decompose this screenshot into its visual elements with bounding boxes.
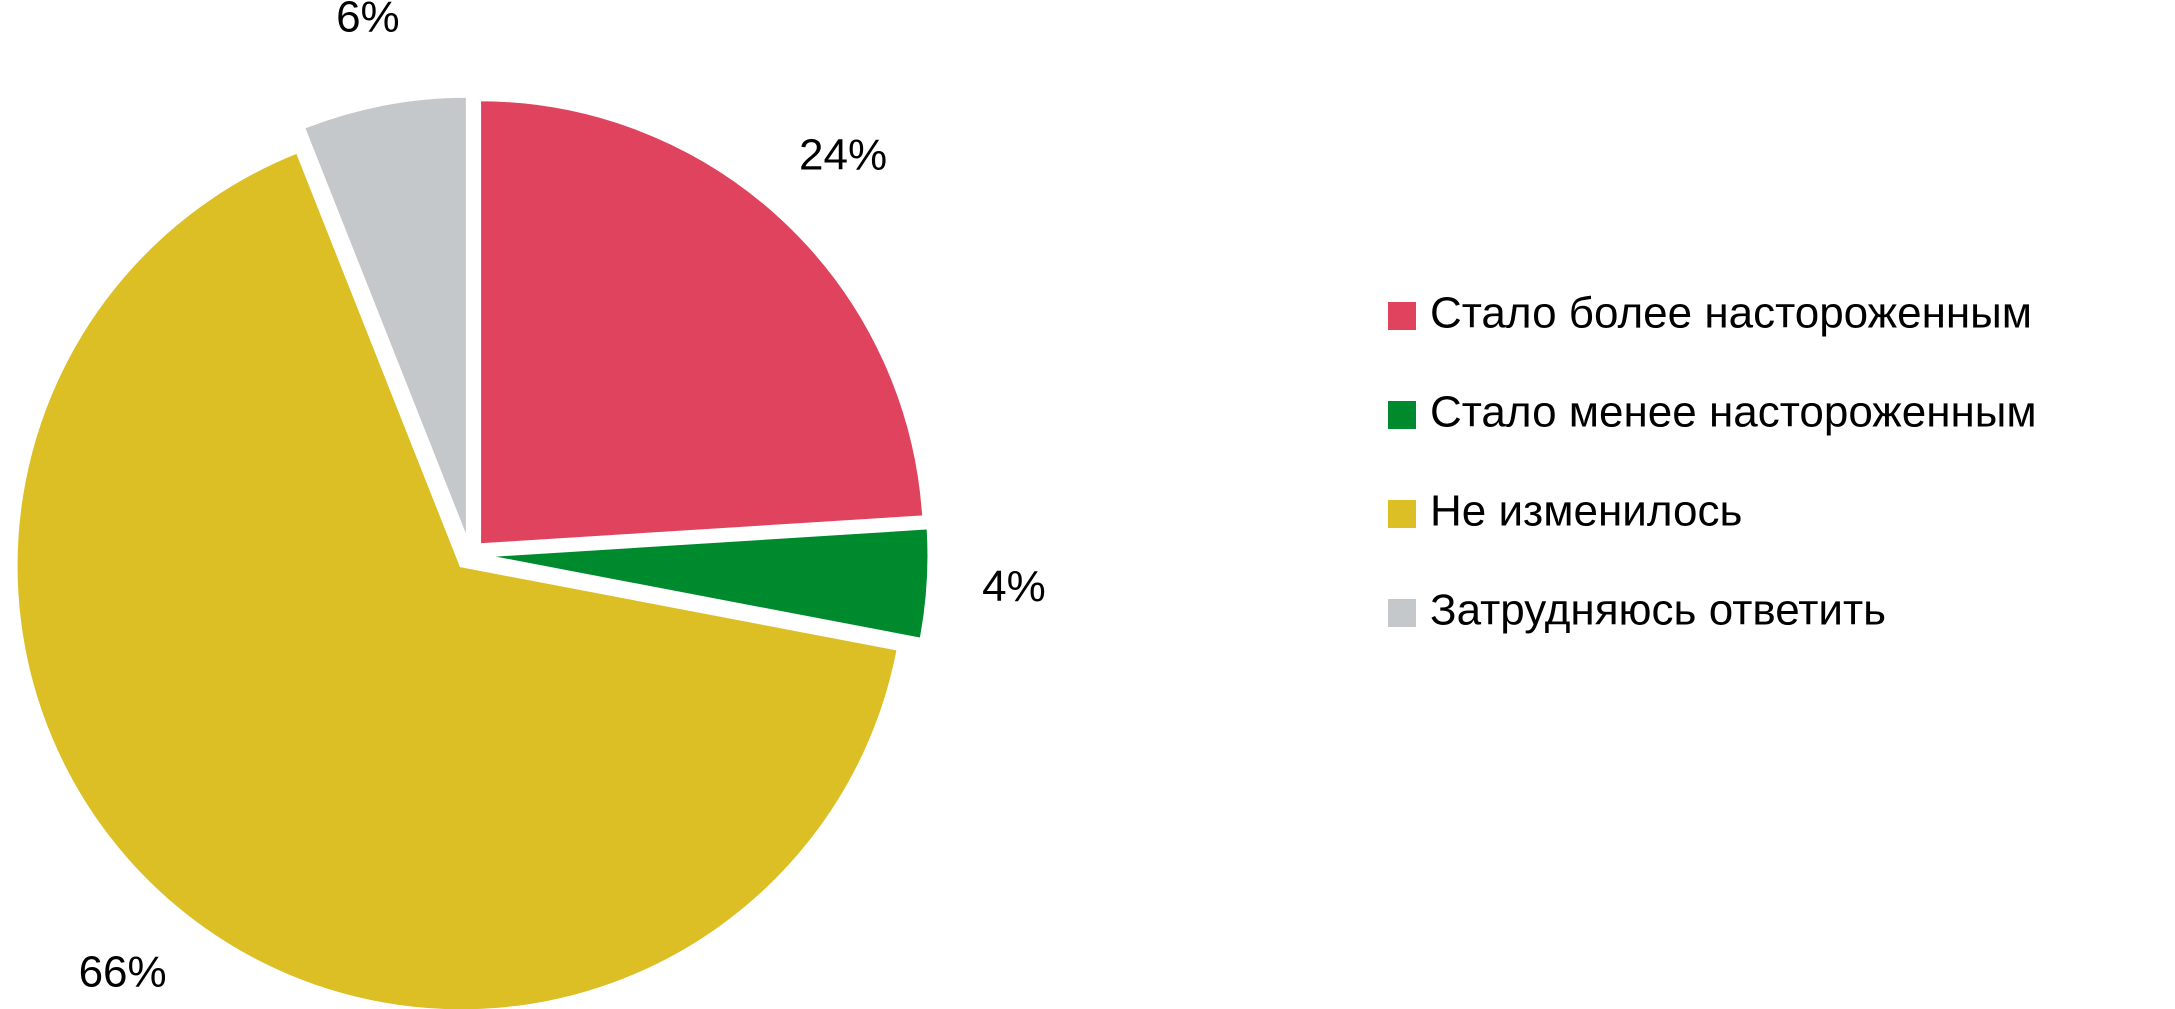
data-label: 24% [799, 130, 887, 179]
pie-slice [483, 526, 931, 642]
legend-label: Стало более настороженным [1430, 289, 2032, 338]
legend-swatch [1388, 401, 1416, 429]
legend-label: Не изменилось [1430, 487, 1742, 536]
pie-slice [14, 150, 900, 1009]
pie-slice [301, 94, 469, 542]
legend-label: Затрудняюсь ответить [1430, 586, 1886, 635]
legend-swatch [1388, 599, 1416, 627]
data-label: 66% [79, 948, 167, 997]
legend-swatch [1388, 302, 1416, 330]
pie-slice [478, 98, 926, 547]
legend-swatch [1388, 500, 1416, 528]
data-label: 6% [336, 0, 400, 41]
legend-label: Стало менее настороженным [1430, 388, 2037, 437]
data-label: 4% [982, 562, 1046, 611]
